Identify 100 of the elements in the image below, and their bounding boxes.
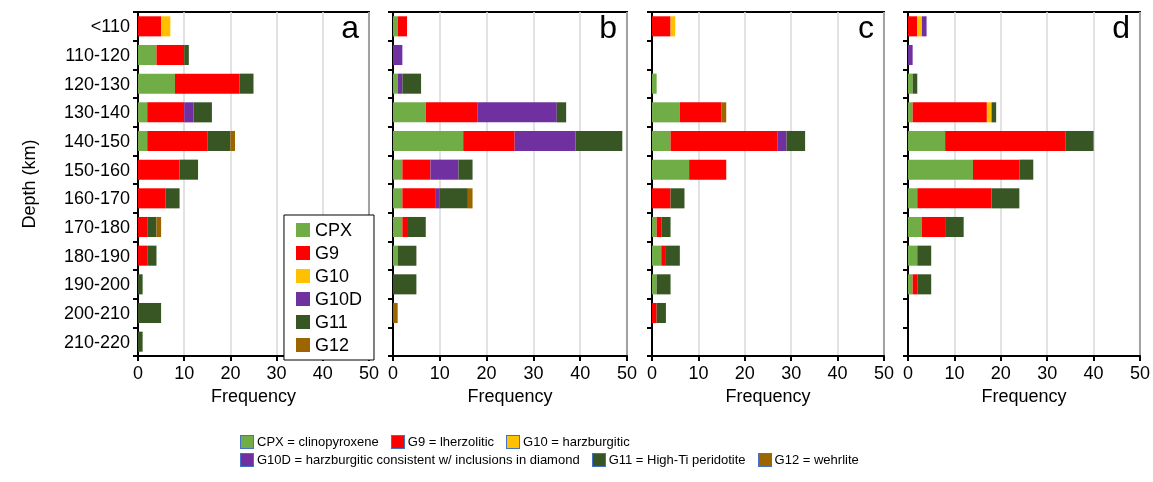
x-axis-title: Frequency <box>725 385 811 406</box>
bar <box>670 130 778 152</box>
y-tick-label: 190-200 <box>63 274 130 295</box>
legend-label: G12 = wehrlite <box>774 452 859 467</box>
bar <box>556 102 567 123</box>
bar <box>138 159 180 180</box>
y-tick-label: 150-160 <box>63 159 130 180</box>
bar <box>179 159 199 180</box>
bar <box>656 302 666 324</box>
y-tick-label: 130-140 <box>63 102 130 123</box>
y-tick-label: 170-180 <box>63 217 130 237</box>
bar <box>652 102 680 123</box>
x-tick-label: 20 <box>990 363 1011 383</box>
bar <box>393 44 403 66</box>
bar <box>652 188 671 209</box>
bar <box>656 274 671 295</box>
bar <box>661 216 671 238</box>
bar <box>393 245 398 266</box>
bar <box>908 159 973 180</box>
bar <box>921 216 946 238</box>
bar <box>652 16 671 37</box>
bar <box>138 102 148 123</box>
bar <box>439 188 468 209</box>
bar <box>917 16 922 37</box>
bar <box>393 188 403 209</box>
x-tick-label: 30 <box>781 363 802 383</box>
x-tick-label: 30 <box>1037 363 1058 383</box>
x-axis-title: Frequency <box>981 385 1067 406</box>
bar <box>138 331 143 352</box>
y-tick-label: 200-210 <box>63 303 130 323</box>
bar <box>138 130 148 152</box>
x-tick-label: 10 <box>429 363 450 383</box>
bar <box>986 102 992 123</box>
chart-title: c <box>858 9 874 45</box>
bar <box>917 245 932 266</box>
x-tick-label: 30 <box>266 363 287 383</box>
bar <box>991 188 1020 209</box>
y-tick-label: <110 <box>90 16 130 37</box>
bar <box>156 44 185 66</box>
legend-label: G9 <box>314 243 339 263</box>
bar <box>138 73 175 94</box>
bar <box>430 159 459 180</box>
x-tick-label: 40 <box>1083 363 1104 383</box>
x-tick-label: 40 <box>570 363 591 383</box>
bar <box>393 159 403 180</box>
x-tick-label: 20 <box>734 363 755 383</box>
bar <box>393 216 403 238</box>
bar <box>514 130 576 152</box>
bar <box>908 188 918 209</box>
bar <box>1019 159 1034 180</box>
bar <box>161 16 171 37</box>
bar <box>679 102 722 123</box>
x-tick-label: 50 <box>358 363 379 383</box>
bar <box>165 188 180 209</box>
bar <box>402 188 436 209</box>
bar <box>908 274 913 295</box>
bar <box>652 73 657 94</box>
bar <box>463 130 515 152</box>
bar <box>917 274 932 295</box>
x-tick-label: 40 <box>312 363 333 383</box>
x-tick-label: 30 <box>523 363 544 383</box>
y-tick-label: 120-130 <box>63 73 130 94</box>
x-tick-label: 50 <box>616 363 637 383</box>
bar <box>908 216 922 238</box>
bar <box>402 159 431 180</box>
bar <box>777 130 787 152</box>
bar <box>652 302 657 324</box>
y-axis-title: Depth (km) <box>19 139 39 229</box>
bar <box>138 245 148 266</box>
chart-title: b <box>599 9 617 45</box>
bar <box>184 102 194 123</box>
bar <box>425 102 478 123</box>
legend-label: G10D <box>314 289 363 309</box>
bar <box>477 102 557 123</box>
x-axis-title: Frequency <box>210 385 297 406</box>
legend-label: G11 <box>314 312 348 332</box>
bar <box>147 216 157 238</box>
x-tick-label: 0 <box>132 363 144 383</box>
bar <box>575 130 623 152</box>
bar <box>652 245 662 266</box>
bar <box>652 274 657 295</box>
bar <box>908 245 918 266</box>
legend-label: G12 <box>314 335 350 355</box>
y-tick-label: 160-170 <box>63 188 130 209</box>
bar <box>184 44 189 66</box>
x-tick-label: 10 <box>944 363 965 383</box>
x-tick-label: 0 <box>646 363 658 383</box>
legend-label: G9 = lherzolitic <box>407 434 495 449</box>
legend-label: G10 <box>314 266 350 286</box>
legend-label: CPX = clinopyroxene <box>257 434 379 449</box>
bar <box>972 159 1020 180</box>
y-tick-label: 210-220 <box>63 331 130 352</box>
bar <box>921 16 927 37</box>
bar <box>393 274 417 295</box>
bar <box>397 16 408 37</box>
y-tick-label: 110-120 <box>65 45 130 65</box>
bar <box>908 44 913 66</box>
y-tick-label: 140-150 <box>63 131 130 151</box>
bar <box>156 216 162 238</box>
bar <box>147 245 157 266</box>
